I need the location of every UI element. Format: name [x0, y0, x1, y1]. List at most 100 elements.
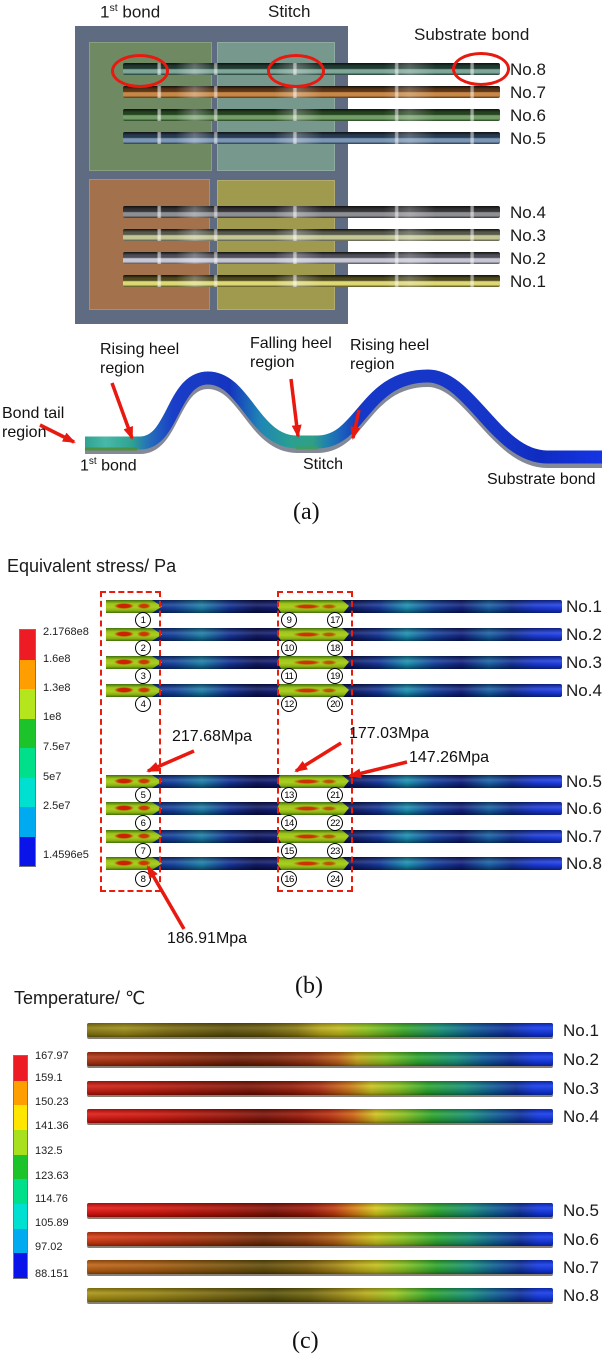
node-marker: 17: [327, 612, 343, 628]
first-bond-highlight-box: [100, 591, 161, 892]
stitch-hotspot: [277, 857, 349, 870]
wire-label: No.8: [566, 854, 602, 873]
label-stitch-top: Stitch: [268, 2, 311, 21]
wire-label: No.4: [566, 681, 602, 700]
bond-hotspot: [106, 656, 162, 669]
stress-wire-no3: [106, 656, 562, 669]
temp-wire-no2: [87, 1052, 553, 1066]
wire-sheen: [123, 206, 500, 218]
highlight-ellipse-first-bond: [111, 54, 169, 88]
wire-label: No.5: [566, 772, 602, 791]
stress-wire-no2: [106, 628, 562, 641]
node-marker: 2: [135, 640, 151, 656]
die-pad-bottom-left: [89, 179, 210, 310]
wire-label: No.1: [563, 1021, 599, 1040]
die-pad-bottom-right: [217, 180, 335, 310]
highlight-ellipse-stitch: [267, 54, 325, 88]
temp-wire-no4: [87, 1109, 553, 1123]
legend-band: [14, 1253, 27, 1279]
legend-band: [20, 836, 35, 866]
stress-wire-no5: [106, 775, 562, 788]
node-marker: 19: [327, 668, 343, 684]
rising-heel-2-arrow: [350, 409, 361, 440]
wire-topview-no2: [123, 252, 500, 264]
wire-label: No.6: [566, 799, 602, 818]
label-first-bond-side: 1st bond: [80, 456, 137, 475]
wire-label: No.1: [566, 597, 602, 616]
stress-wire-no4: [106, 684, 562, 697]
label-first-bond-top: 1st bond: [100, 2, 161, 22]
wire-label: No.4: [563, 1107, 599, 1126]
node-marker: 22: [327, 815, 343, 831]
node-marker: 9: [281, 612, 297, 628]
wire-sheen: [123, 229, 500, 241]
node-marker: 14: [281, 815, 297, 831]
wire-label: No.3: [510, 226, 546, 245]
wire-label: No.6: [563, 1230, 599, 1249]
bond-hotspot: [106, 628, 162, 641]
legend-band: [14, 1204, 27, 1229]
node-marker: 1: [135, 612, 151, 628]
bond-hotspot: [106, 775, 162, 788]
legend-band: [14, 1154, 27, 1180]
stress-wire-no6: [106, 802, 562, 815]
panel-b-title: Equivalent stress/ Pa: [7, 556, 177, 576]
node-marker: 13: [281, 787, 297, 803]
label-rising-heel-region-1: Rising heel region: [100, 341, 180, 377]
stitch-hotspot: [277, 656, 349, 669]
rising-heel-1-arrow: [110, 382, 134, 440]
wire-sheen: [123, 86, 500, 98]
legend-band: [20, 718, 35, 748]
stress-legend-value: 2.1768e8: [43, 626, 89, 638]
temp-legend-value: 123.63: [35, 1170, 69, 1182]
temp-legend-value: 88.151: [35, 1268, 69, 1280]
wire-topview-no5: [123, 132, 500, 144]
temperature-legend-bar: [13, 1055, 28, 1279]
legend-band: [20, 659, 35, 689]
wire-label: No.2: [563, 1050, 599, 1069]
legend-band: [20, 807, 35, 837]
caption-b: (b): [295, 973, 323, 999]
annotation-stress-stitch: 177.03Mpa: [349, 725, 430, 742]
annotation-stress-stitch-right: 147.26Mpa: [409, 749, 490, 766]
temp-wire-no1: [87, 1023, 553, 1037]
stress-legend-value: 1.6e8: [43, 653, 71, 665]
legend-band: [14, 1130, 27, 1155]
bond-hotspot: [106, 830, 162, 843]
stitch-hotspot: [277, 802, 349, 815]
panel-c-title: Temperature/ ℃: [14, 988, 146, 1008]
stress-legend-value: 7.5e7: [43, 741, 71, 753]
temp-wire-no7: [87, 1260, 553, 1274]
wire-label: No.2: [510, 249, 546, 268]
stress-legend-value: 2.5e7: [43, 800, 71, 812]
wire-label: No.7: [510, 83, 546, 102]
label-stitch-side: Stitch: [303, 456, 344, 473]
legend-band: [14, 1228, 27, 1254]
label-falling-heel-region: Falling heel region: [250, 335, 332, 371]
wire-label: No.7: [566, 827, 602, 846]
node-marker: 16: [281, 871, 297, 887]
bond-tail-arrow: [39, 423, 76, 444]
temp-legend-value: 159.1: [35, 1072, 63, 1084]
wire-label: No.3: [566, 653, 602, 672]
node-marker: 5: [135, 787, 151, 803]
temp-wire-no3: [87, 1081, 553, 1095]
temp-legend-value: 167.97: [35, 1050, 69, 1062]
temp-legend-value: 114.76: [35, 1193, 68, 1205]
node-marker: 21: [327, 787, 343, 803]
node-marker: 10: [281, 640, 297, 656]
wire-sheen: [123, 109, 500, 121]
node-marker: 11: [281, 668, 297, 684]
temp-wire-no5: [87, 1203, 553, 1217]
stress-legend-value: 1e8: [43, 711, 62, 723]
wire-label: No.2: [566, 625, 602, 644]
caption-c: (c): [292, 1328, 319, 1354]
stress-wire-no7: [106, 830, 562, 843]
stitch-hotspot: [277, 684, 349, 697]
wire-topview-no6: [123, 109, 500, 121]
highlight-ellipse-substrate-bond: [452, 52, 510, 86]
label-bond-tail-region: Bond tail region: [2, 405, 65, 441]
stitch-highlight-box: [277, 591, 353, 892]
wire-label: No.5: [510, 129, 546, 148]
